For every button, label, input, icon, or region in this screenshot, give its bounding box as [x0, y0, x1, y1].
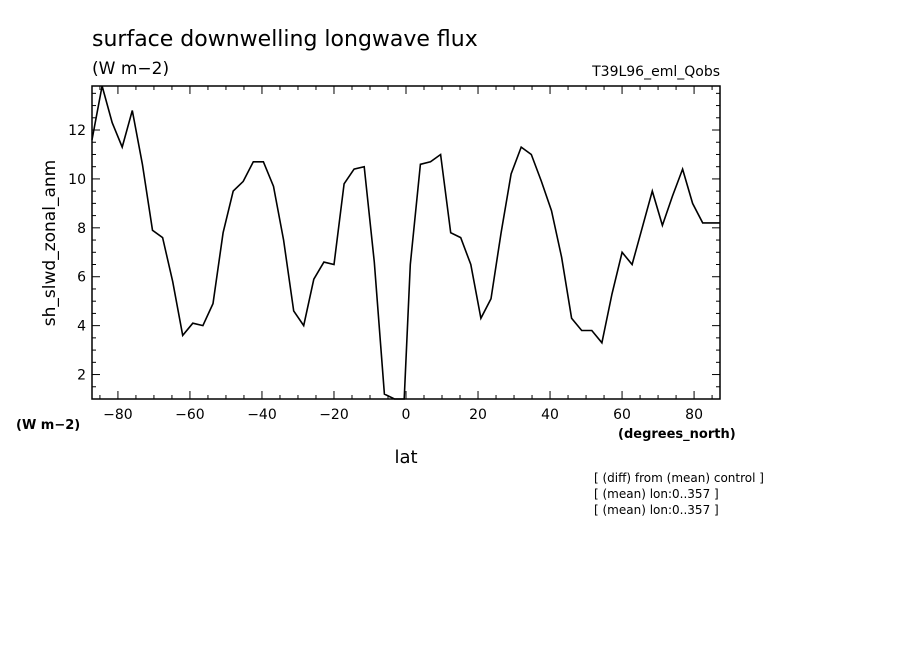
y-axis-label: sh_slwd_zonal_anm — [40, 160, 60, 326]
x-tick-label: 80 — [685, 407, 703, 423]
y-tick-label: 6 — [77, 270, 86, 286]
x-tick-label: 60 — [613, 407, 631, 423]
y-tick-label: 12 — [68, 123, 86, 139]
x-axis-units-label: (degrees_north) — [618, 427, 736, 442]
chart-units-label: (W m−2) — [92, 59, 169, 79]
x-tick-label: 0 — [402, 407, 411, 423]
note-line-2: [ (mean) lon:0..357 ] — [594, 487, 719, 501]
series-line — [91, 85, 720, 400]
note-line-1: [ (diff) from (mean) control ] — [594, 471, 764, 485]
note-line-3: [ (mean) lon:0..357 ] — [594, 503, 719, 517]
x-tick-label: −40 — [247, 407, 277, 423]
x-tick-label: −60 — [175, 407, 205, 423]
x-tick-label: −80 — [103, 407, 133, 423]
y-tick-label: 10 — [68, 172, 86, 188]
chart-title: surface downwelling longwave flux — [92, 27, 478, 52]
x-axis-label: lat — [394, 447, 417, 468]
x-tick-label: −20 — [319, 407, 349, 423]
y-axis-units-label: (W m−2) — [16, 418, 80, 433]
y-tick-label: 4 — [77, 319, 86, 335]
y-tick-label: 2 — [77, 368, 86, 384]
y-tick-label: 8 — [77, 221, 86, 237]
x-tick-label: 20 — [469, 407, 487, 423]
x-tick-label: 40 — [541, 407, 559, 423]
experiment-label: T39L96_eml_Qobs — [591, 64, 720, 80]
